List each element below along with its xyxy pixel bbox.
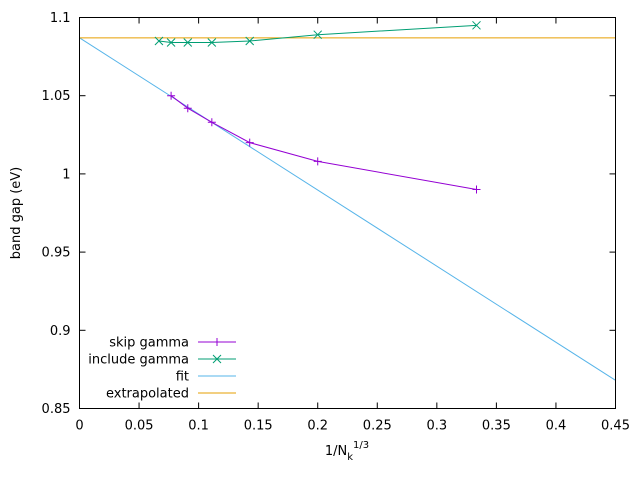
- series-layer: [79, 20, 616, 381]
- data-point-skip-gamma: [313, 157, 322, 166]
- data-point-skip-gamma-shape: [167, 91, 176, 100]
- x-tick-label: 0.4: [546, 419, 567, 434]
- data-point-skip-gamma: [167, 91, 176, 100]
- data-point-skip-gamma: [245, 138, 254, 147]
- x-axis-label-superscript: 1/3: [353, 440, 369, 451]
- plot-frame: [79, 17, 616, 409]
- x-tick-label: 0.2: [307, 419, 328, 434]
- y-tick-label: 0.9: [50, 324, 71, 339]
- x-tick-label: 0.3: [426, 419, 447, 434]
- legend-marker-include-gamma: [212, 354, 222, 364]
- data-point-include-gamma-shape: [245, 36, 255, 46]
- x-tick-label: 0.25: [363, 419, 392, 434]
- data-point-include-gamma: [313, 30, 323, 40]
- x-axis-label-main: 1/N: [325, 444, 347, 459]
- data-point-include-gamma-shape: [154, 36, 164, 46]
- data-point-skip-gamma: [183, 104, 192, 113]
- data-point-include-gamma: [472, 20, 481, 30]
- legend-label-fit: fit: [176, 370, 189, 385]
- x-tick-label: 0.35: [482, 419, 511, 434]
- data-point-include-gamma: [183, 38, 193, 47]
- x-tick-label: 0.45: [601, 419, 630, 434]
- tick-layer: 0 0.05 0.1 0.15 0.2 0.25 0.3 0.35 0.4 0.45 0.85 0.9…: [42, 11, 630, 434]
- data-point-include-gamma-shape: [166, 38, 176, 47]
- y-tick-label: 0.95: [42, 246, 71, 261]
- y-tick-label: 0.85: [42, 402, 71, 417]
- y-tick-label: 1: [62, 167, 70, 182]
- data-point-skip-gamma-shape: [183, 104, 192, 113]
- data-point-include-gamma: [154, 36, 164, 46]
- data-point-skip-gamma: [207, 118, 216, 127]
- series-line-skip-gamma: [170, 95, 477, 191]
- y-tick-label: 1.1: [50, 11, 71, 26]
- x-tick-label: 0.15: [244, 419, 273, 434]
- data-point-skip-gamma-shape: [313, 157, 322, 166]
- legend-marker-skip-gamma-shape: [213, 338, 221, 346]
- data-point-include-gamma-shape: [313, 30, 323, 40]
- data-point-include-gamma: [166, 38, 176, 47]
- y-tick-label: 1.05: [42, 89, 71, 104]
- y-axis-label: band gap (eV): [9, 167, 24, 259]
- x-tick-label: 0.05: [125, 419, 154, 434]
- data-point-include-gamma-shape: [207, 38, 217, 47]
- series-line-include-gamma: [158, 24, 477, 44]
- legend-label-extrapolated: extrapolated: [106, 387, 189, 402]
- x-axis-label-subscript: k: [347, 452, 353, 463]
- legend-label-include-gamma: include gamma: [88, 353, 189, 368]
- data-point-skip-gamma-shape: [207, 118, 216, 127]
- legend-label-skip-gamma: skip gamma: [109, 336, 189, 351]
- data-point-skip-gamma-shape: [245, 138, 254, 147]
- data-point-include-gamma: [207, 38, 217, 47]
- series-line-fit: [79, 37, 616, 381]
- legend-marker-include-gamma-shape: [212, 354, 222, 364]
- legend: skip gamma include gamma fit extrapolated: [88, 336, 236, 402]
- legend-marker-skip-gamma: [213, 338, 221, 346]
- x-axis-label: 1/Nk1/3: [325, 440, 369, 463]
- x-tick-label: 0.1: [188, 419, 209, 434]
- data-point-include-gamma-shape: [183, 38, 193, 47]
- data-point-skip-gamma: [472, 185, 481, 194]
- data-point-include-gamma: [245, 36, 255, 46]
- data-point-include-gamma-shape: [472, 20, 481, 30]
- x-tick-label: 0: [75, 419, 83, 434]
- data-point-skip-gamma-shape: [472, 185, 481, 194]
